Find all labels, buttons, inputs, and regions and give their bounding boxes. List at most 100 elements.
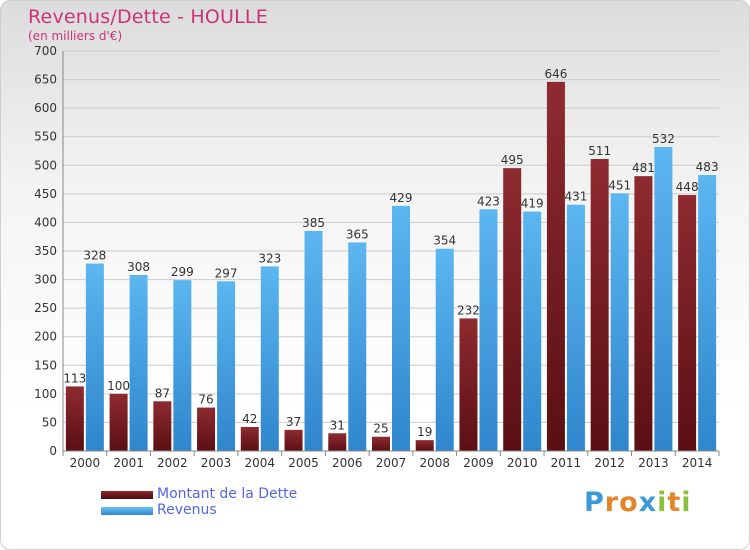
legend-label-debt: Montant de la Dette — [157, 486, 298, 502]
data-label-debt: 646 — [544, 67, 567, 81]
data-label-debt: 19 — [417, 425, 432, 439]
y-tick-label: 0 — [49, 444, 57, 458]
data-label-revenue: 308 — [127, 260, 150, 274]
x-tick-label: 2000 — [70, 456, 101, 470]
data-label-debt: 87 — [155, 386, 170, 400]
y-tick-label: 450 — [34, 187, 57, 201]
x-tick-label: 2005 — [288, 456, 319, 470]
bar-revenue — [85, 263, 104, 451]
bar-revenue — [217, 281, 236, 451]
x-tick-label: 2011 — [551, 456, 582, 470]
bar-debt — [634, 176, 653, 451]
y-tick-label: 700 — [34, 44, 57, 58]
chart-title: Revenus/Dette - HOULLE — [28, 6, 268, 28]
bar-revenue — [129, 275, 148, 451]
y-tick-label: 550 — [34, 130, 57, 144]
chart-subtitle: (en milliers d'€) — [28, 29, 123, 43]
data-label-revenue: 419 — [521, 197, 544, 211]
data-label-revenue: 365 — [346, 227, 369, 241]
bar-debt — [459, 318, 478, 451]
bar-revenue — [260, 266, 279, 451]
logo-letter: t — [667, 487, 682, 518]
bar-debt — [197, 407, 216, 451]
y-tick-label: 100 — [34, 387, 57, 401]
data-label-revenue: 297 — [215, 266, 238, 280]
data-label-debt: 448 — [676, 180, 699, 194]
x-tick-label: 2010 — [507, 456, 538, 470]
bar-revenue — [348, 242, 367, 451]
y-tick-label: 500 — [34, 158, 57, 172]
y-tick-label: 600 — [34, 101, 57, 115]
bar-revenue — [523, 211, 542, 451]
bar-debt — [546, 81, 565, 451]
data-label-revenue: 431 — [564, 190, 587, 204]
bar-revenue — [392, 205, 410, 451]
x-tick-label: 2006 — [332, 456, 363, 470]
logo-letter: x — [638, 487, 658, 518]
y-tick-label: 350 — [34, 244, 57, 258]
x-tick-label: 2002 — [157, 456, 188, 470]
data-label-revenue: 354 — [433, 234, 456, 248]
data-label-revenue: 328 — [83, 249, 106, 263]
y-tick-label: 250 — [34, 301, 57, 315]
proxiti-logo: Proxiti — [584, 487, 692, 518]
legend-label-revenue: Revenus — [157, 502, 217, 518]
legend-swatch-revenue — [101, 507, 153, 515]
bar-revenue — [566, 204, 585, 451]
data-label-debt: 25 — [373, 422, 388, 436]
y-tick-label: 650 — [34, 73, 57, 87]
x-tick-label: 2012 — [594, 456, 625, 470]
bar-revenue — [479, 209, 498, 451]
x-tick-label: 2003 — [201, 456, 232, 470]
bar-revenue — [173, 280, 192, 451]
y-tick-label: 300 — [34, 273, 57, 287]
data-label-debt: 76 — [198, 393, 213, 407]
logo-letter: P — [584, 487, 605, 518]
legend-item-debt: Montant de la Dette — [101, 486, 401, 503]
logo-letter: o — [619, 487, 639, 518]
bar-debt — [503, 168, 522, 451]
bar-debt — [415, 440, 434, 451]
x-tick-label: 2001 — [113, 456, 144, 470]
bar-revenue — [435, 248, 454, 451]
data-label-debt: 31 — [330, 418, 345, 432]
x-tick-label: 2014 — [682, 456, 713, 470]
bar-revenue — [654, 147, 673, 451]
logo-letter: i — [657, 487, 668, 518]
bar-debt — [372, 436, 390, 451]
data-label-debt: 511 — [588, 144, 611, 158]
y-tick-label: 50 — [42, 415, 57, 429]
x-tick-label: 2013 — [638, 456, 669, 470]
data-label-revenue: 483 — [696, 160, 719, 174]
bar-revenue — [698, 175, 717, 451]
data-label-debt: 232 — [457, 303, 480, 317]
data-label-revenue: 532 — [652, 132, 675, 146]
y-tick-label: 200 — [34, 330, 57, 344]
bar-debt — [284, 429, 303, 451]
bar-debt — [678, 195, 697, 451]
data-label-debt: 42 — [242, 412, 257, 426]
bar-debt — [328, 433, 347, 451]
logo-letter: r — [604, 487, 620, 518]
x-tick-label: 2004 — [245, 456, 276, 470]
data-label-revenue: 423 — [477, 194, 500, 208]
data-label-debt: 481 — [632, 161, 655, 175]
data-label-debt: 37 — [286, 415, 301, 429]
bar-debt — [153, 401, 172, 451]
x-tick-label: 2008 — [419, 456, 450, 470]
legend-item-revenue: Revenus — [101, 502, 401, 519]
x-tick-label: 2007 — [376, 456, 407, 470]
data-label-debt: 100 — [107, 379, 130, 393]
data-label-revenue: 451 — [608, 178, 631, 192]
logo-letter: i — [681, 487, 692, 518]
legend-swatch-debt — [101, 491, 153, 499]
y-tick-label: 400 — [34, 215, 57, 229]
bar-revenue — [304, 231, 323, 451]
bar-debt — [109, 393, 128, 451]
bar-debt — [590, 159, 609, 451]
bar-revenue — [610, 193, 629, 452]
data-label-revenue: 299 — [171, 265, 194, 279]
legend: Montant de la Dette Revenus — [101, 486, 401, 519]
